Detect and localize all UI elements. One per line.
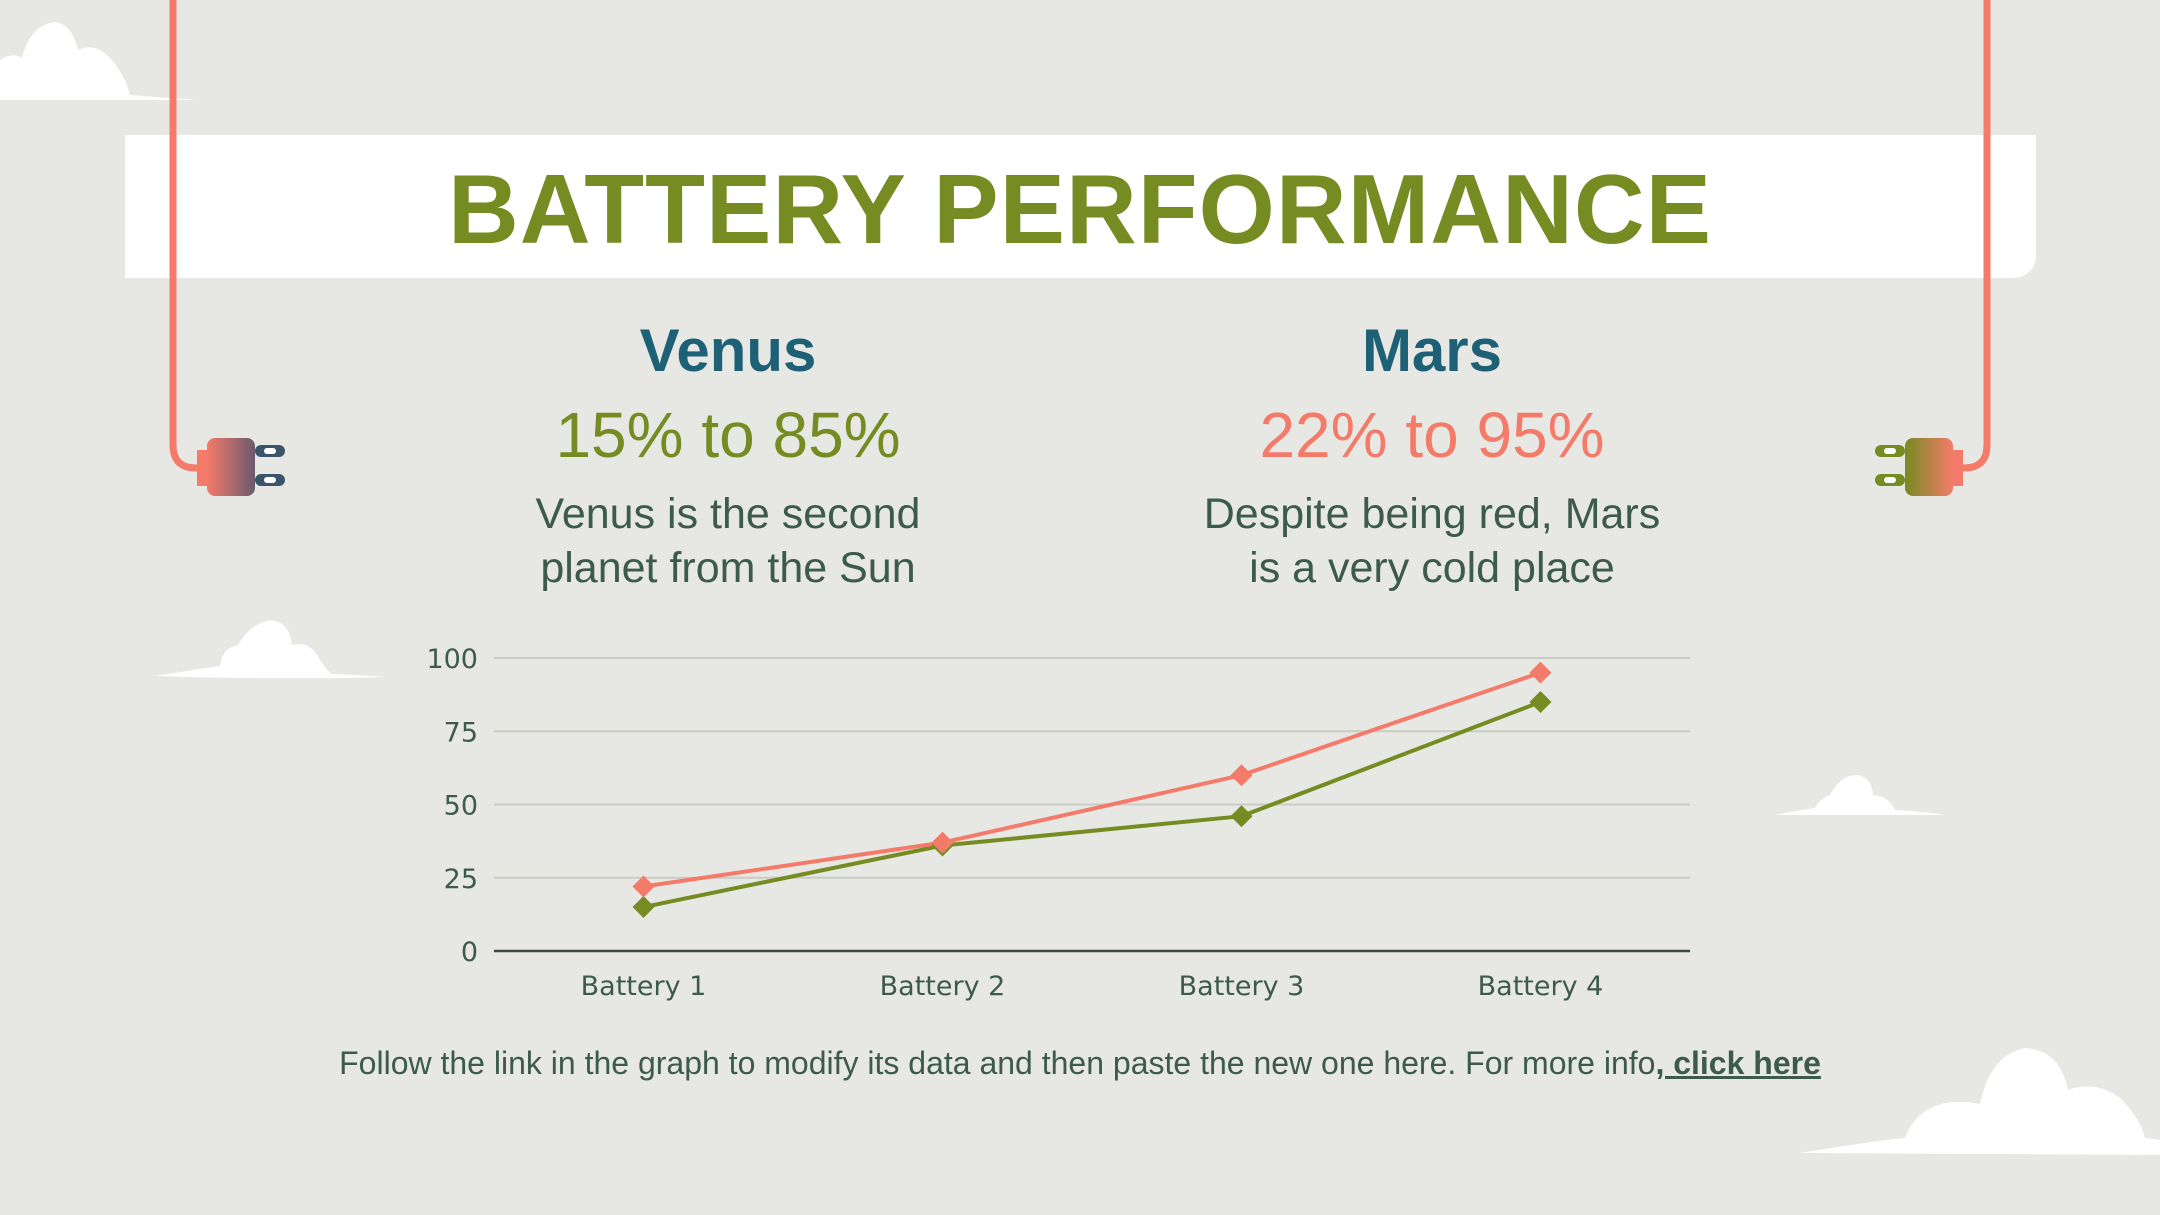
cloud-icon bbox=[0, 22, 195, 100]
cloud-icon bbox=[1775, 775, 1945, 815]
cloud-icon bbox=[155, 620, 385, 679]
mars-desc-line2: is a very cold place bbox=[1249, 544, 1615, 592]
venus-name: Venus bbox=[639, 317, 817, 384]
data-point-mars bbox=[931, 831, 954, 854]
x-tick-label: Battery 2 bbox=[880, 971, 1006, 1002]
y-tick-label: 50 bbox=[444, 791, 478, 822]
data-point-venus bbox=[1230, 805, 1253, 828]
series-line-mars bbox=[643, 670, 1542, 889]
venus-range: 15% to 85% bbox=[555, 399, 901, 471]
cloud-icon bbox=[1800, 1048, 2160, 1155]
x-tick-label: Battery 3 bbox=[1179, 971, 1305, 1002]
series-line-venus bbox=[643, 700, 1542, 910]
data-point-mars bbox=[1230, 764, 1253, 787]
y-tick-label: 25 bbox=[444, 864, 478, 895]
cord-left bbox=[169, 0, 205, 472]
venus-desc-line2: planet from the Sun bbox=[540, 544, 916, 592]
footer-text: Follow the link in the graph to modify i… bbox=[339, 1045, 1656, 1081]
data-point-mars bbox=[632, 875, 655, 898]
title-banner bbox=[125, 135, 2036, 278]
more-info-link[interactable]: , click here bbox=[1655, 1045, 1821, 1081]
y-tick-label: 75 bbox=[444, 717, 478, 748]
mars-name: Mars bbox=[1361, 317, 1503, 384]
plug-icon-right bbox=[1875, 438, 1963, 496]
data-point-mars bbox=[1529, 661, 1552, 684]
y-tick-label: 100 bbox=[426, 644, 478, 675]
footer-note: Follow the link in the graph to modify i… bbox=[0, 1043, 2160, 1083]
x-tick-label: Battery 1 bbox=[581, 971, 707, 1002]
y-tick-label: 0 bbox=[461, 937, 478, 968]
data-point-venus bbox=[1529, 690, 1552, 713]
x-tick-label: Battery 4 bbox=[1478, 971, 1604, 1002]
page-title: BATTERY PERFORMANCE bbox=[447, 154, 1712, 264]
mars-desc-line1: Despite being red, Mars bbox=[1203, 490, 1661, 538]
venus-desc-line1: Venus is the second bbox=[535, 490, 921, 538]
data-point-venus bbox=[632, 896, 655, 919]
cord-right bbox=[1955, 0, 1991, 472]
plug-icon-left bbox=[197, 438, 285, 496]
mars-range: 22% to 95% bbox=[1259, 399, 1605, 471]
